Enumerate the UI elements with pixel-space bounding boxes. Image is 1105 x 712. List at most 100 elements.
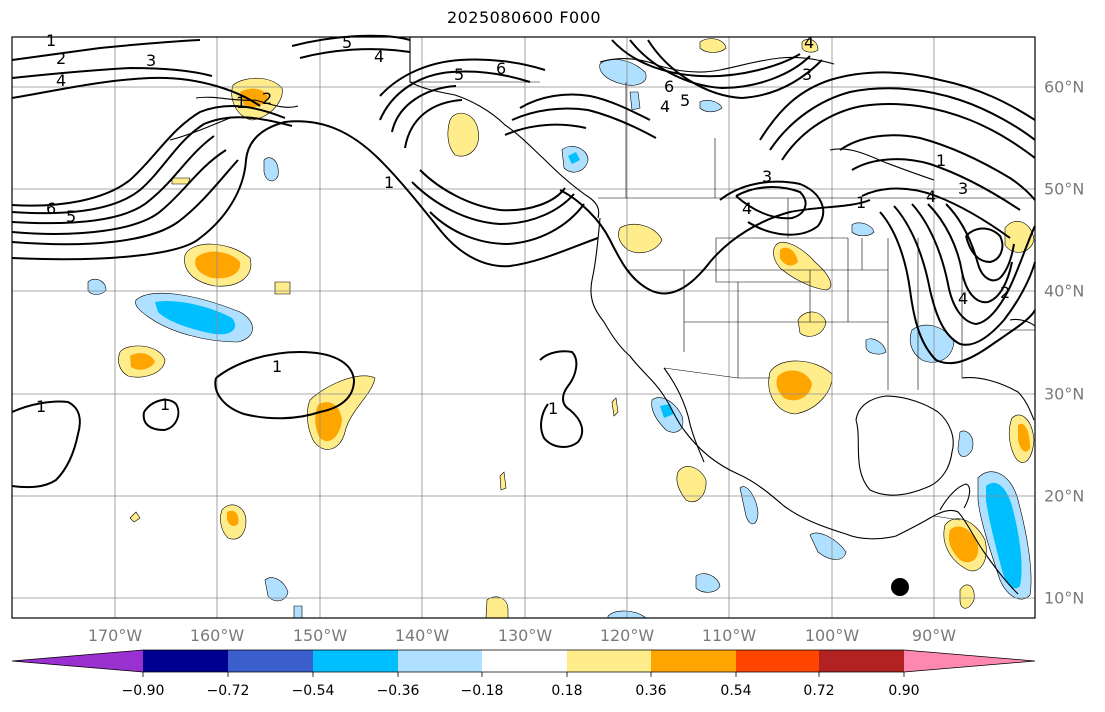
contour-label: 3	[146, 51, 156, 70]
colorbar-segment	[819, 650, 904, 672]
neg-region	[599, 59, 647, 86]
pos-region-core	[130, 353, 155, 370]
neg-region	[629, 91, 641, 111]
colorbar-tick-label: 0.90	[888, 683, 920, 699]
colorbar-segment	[736, 650, 819, 672]
colorbar-segment	[143, 650, 228, 672]
lon-label: 150°W	[292, 626, 348, 645]
contour-label: 4	[660, 97, 670, 116]
pos-region	[447, 112, 479, 157]
contour-label: 1	[46, 31, 56, 50]
colorbar-right-extend	[904, 650, 1035, 672]
contour-label: 2	[262, 89, 272, 108]
contour-label: 3	[802, 65, 812, 84]
pos-region	[618, 224, 663, 253]
neg-region	[264, 577, 289, 602]
lat-label: 40°N	[1044, 281, 1085, 301]
contour-label: 6	[664, 77, 674, 96]
colorbar-tick-label: 0.36	[635, 683, 667, 699]
pos-region	[611, 397, 619, 417]
pos-region	[797, 311, 827, 337]
contour-label: 4	[958, 289, 968, 308]
neg-region-core	[986, 482, 1022, 589]
contour-label: 1	[548, 399, 558, 418]
map-title: 2025080600 F000	[446, 8, 602, 27]
colorbar-segment	[567, 650, 651, 672]
contour-label: 5	[66, 207, 76, 226]
contour-label: 1	[236, 93, 246, 112]
contour-label: 4	[742, 199, 752, 218]
graticule	[12, 37, 1035, 618]
colorbar-segment	[398, 650, 482, 672]
borders	[410, 81, 1035, 521]
contour-label: 5	[680, 91, 690, 110]
contour-label: 1	[36, 397, 46, 416]
lat-label: 60°N	[1044, 77, 1085, 97]
contour-label: 1	[936, 151, 946, 170]
neg-region	[699, 100, 723, 113]
contour-label: 5	[454, 65, 464, 84]
colorbar-segment	[228, 650, 313, 672]
neg-region	[957, 430, 974, 457]
pos-region-core	[1018, 423, 1030, 452]
lat-label: 20°N	[1044, 486, 1085, 506]
pos-region	[274, 281, 291, 295]
contour-label: 1	[856, 193, 866, 212]
pos-region-core	[240, 88, 268, 108]
neg-region-core	[568, 152, 580, 164]
coastlines	[169, 37, 1036, 595]
contour-label: 1	[272, 357, 282, 376]
lon-label: 110°W	[701, 626, 757, 645]
contour-labels: 1 2 4 3 6 5 1 2 5 4 5 6 1 6 5 4 3 4 3 4 …	[36, 31, 1010, 418]
marker-dot	[891, 578, 909, 596]
neg-region	[865, 338, 887, 355]
pos-region-core	[195, 251, 241, 279]
neg-region	[851, 222, 875, 237]
pos-region-core	[776, 370, 812, 401]
contour-label: 1	[160, 395, 170, 414]
neg-region	[739, 486, 759, 525]
neg-region	[695, 573, 721, 593]
lon-label: 170°W	[87, 626, 143, 645]
contour-label: 3	[762, 167, 772, 186]
contour-label: 5	[342, 33, 352, 52]
lon-label: 100°W	[804, 626, 860, 645]
pos-region	[499, 471, 507, 491]
contour-label: 4	[374, 47, 384, 66]
colorbar-tick-label: 0.72	[803, 683, 835, 699]
contour-label: 1	[384, 173, 394, 192]
map-frame	[11, 36, 1036, 619]
neg-region	[87, 278, 107, 295]
contour-label: 3	[958, 179, 968, 198]
lon-label: 140°W	[394, 626, 450, 645]
colorbar-tick-label: −0.54	[291, 683, 335, 699]
pos-region	[801, 38, 819, 53]
colorbar	[11, 649, 1036, 677]
contour-label: 6	[46, 199, 56, 218]
contour-label: 4	[56, 71, 66, 90]
anomaly-shading	[87, 38, 1035, 619]
lat-label: 30°N	[1044, 384, 1085, 404]
contour-label: 4	[926, 187, 936, 206]
pos-region-core	[948, 526, 979, 563]
colorbar-tick-label: 0.54	[720, 683, 752, 699]
pos-region-core	[780, 247, 798, 266]
pos-region	[129, 511, 141, 523]
colorbar-left-extend	[12, 650, 143, 672]
lat-label: 10°N	[1044, 588, 1085, 608]
lon-label: 120°W	[599, 626, 655, 645]
neg-region	[809, 532, 847, 560]
colorbar-segment	[651, 650, 736, 672]
colorbar-tick-label: −0.36	[376, 683, 420, 699]
colorbar-tick-label: −0.72	[206, 683, 250, 699]
colorbar-segment	[482, 650, 567, 672]
neg-region	[263, 157, 279, 182]
lat-label: 50°N	[1044, 179, 1085, 199]
colorbar-tick-label: −0.18	[460, 683, 504, 699]
contour-label: 4	[804, 33, 814, 52]
colorbar-segment	[313, 650, 398, 672]
pos-region	[959, 584, 975, 609]
lon-label: 130°W	[497, 626, 553, 645]
pos-region-core	[227, 510, 239, 526]
